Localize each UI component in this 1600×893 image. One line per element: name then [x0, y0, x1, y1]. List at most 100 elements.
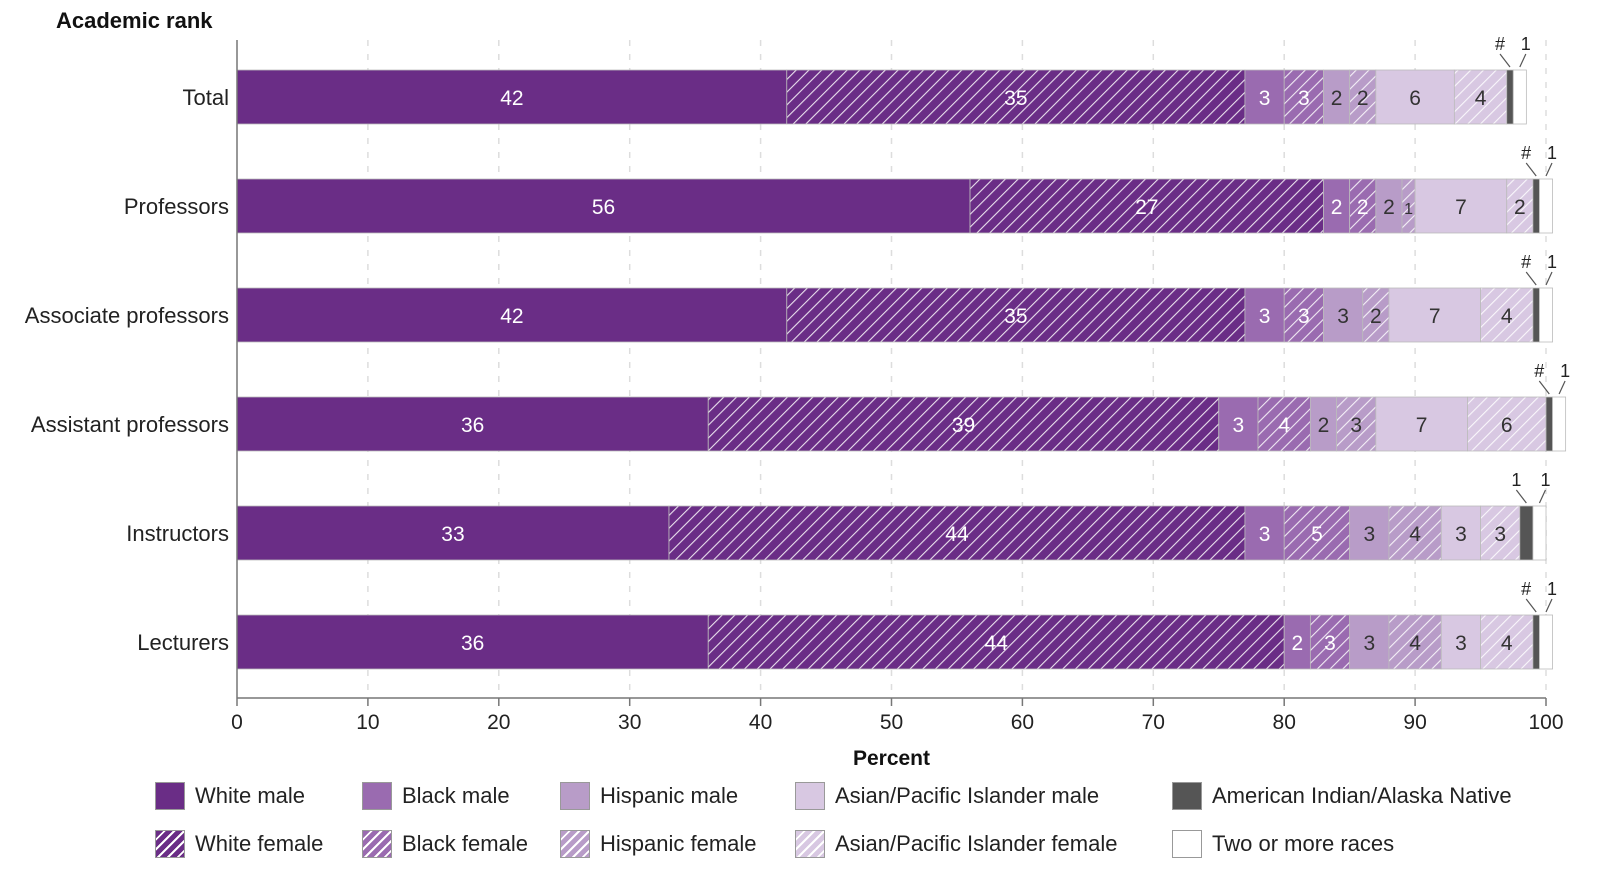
data-label: 3: [1324, 632, 1336, 655]
data-label: 1: [1547, 252, 1557, 272]
category-label: Instructors: [126, 521, 229, 546]
label-arrow: [1519, 53, 1527, 68]
data-label: 36: [461, 632, 484, 655]
bar-segment: [1440, 505, 1481, 561]
data-label: #: [1521, 252, 1531, 272]
data-label: 4: [1475, 87, 1487, 110]
label-arrow: [1538, 489, 1546, 504]
label-arrow: [1515, 489, 1527, 504]
data-label: 2: [1331, 196, 1343, 219]
x-tick-label: 90: [1403, 711, 1426, 734]
bars-layer: 42 35 3 3 2 2 6 4# 156 27 2 2 2 1 7 2# 142 35 3 3 3 2 7 4# 136 39…: [236, 34, 1570, 670]
bar-segment: [786, 287, 1246, 343]
x-tick-label: 0: [231, 711, 243, 734]
bar-segment: [1375, 69, 1455, 125]
data-label: 44: [945, 523, 969, 546]
bar-segment: [1552, 396, 1567, 452]
bar-segment: [1244, 505, 1285, 561]
bar-segment: [236, 178, 971, 234]
bar-segment: [1539, 614, 1553, 670]
data-label: 3: [1298, 305, 1310, 328]
data-label: 4: [1409, 632, 1421, 655]
x-tick-label: 10: [356, 711, 379, 734]
data-label: 1: [1521, 34, 1531, 54]
bar-segment: [1453, 69, 1508, 125]
data-label: 2: [1318, 414, 1330, 437]
bar-segment: [1519, 505, 1534, 561]
data-label: 3: [1298, 87, 1310, 110]
x-tick-label: 30: [618, 711, 641, 734]
data-label: #: [1521, 579, 1531, 599]
bar-segment: [1323, 69, 1351, 125]
data-label: 3: [1259, 87, 1271, 110]
bar-segment: [1512, 69, 1527, 125]
bar-segment: [1532, 287, 1540, 343]
y-axis-title: Academic rank: [56, 8, 213, 33]
bar-segment: [707, 614, 1285, 670]
data-label: 3: [1363, 523, 1375, 546]
bar-segment: [1467, 396, 1547, 452]
data-label: 7: [1455, 196, 1467, 219]
bar-segment: [1375, 178, 1403, 234]
bar-segment: [707, 396, 1220, 452]
data-label: 2: [1357, 87, 1369, 110]
data-label: 3: [1363, 632, 1375, 655]
bar-segment: [1545, 396, 1553, 452]
data-label: 33: [441, 523, 464, 546]
bar-segment: [1218, 396, 1259, 452]
data-label: 1: [1547, 579, 1557, 599]
label-arrow: [1545, 271, 1553, 286]
label-arrow: [1525, 598, 1537, 613]
grid-layer: [367, 40, 1547, 698]
x-axis-title: Percent: [853, 747, 930, 770]
bar-segment: [1349, 69, 1377, 125]
bar-segment: [1480, 287, 1534, 343]
data-label: 6: [1409, 87, 1421, 110]
data-label: 2: [1331, 87, 1343, 110]
data-label: 1: [1511, 470, 1521, 490]
bar-segment: [1349, 614, 1390, 670]
bar-segment: [1375, 396, 1468, 452]
x-tick-label: 80: [1273, 711, 1296, 734]
data-label: 4: [1409, 523, 1421, 546]
data-label: 7: [1416, 414, 1428, 437]
data-label: 39: [952, 414, 975, 437]
data-label: 42: [500, 305, 523, 328]
bar-segment: [1414, 178, 1508, 234]
bar-segment: [1532, 505, 1547, 561]
label-arrow: [1499, 53, 1511, 68]
bar-segment: [1283, 505, 1351, 561]
label-arrow: [1525, 271, 1537, 286]
bar-segment: [236, 69, 788, 125]
data-label: 4: [1501, 305, 1513, 328]
data-label: 3: [1350, 414, 1362, 437]
bar-segment: [1532, 178, 1540, 234]
data-label: 36: [461, 414, 484, 437]
bar-segment: [1480, 614, 1534, 670]
data-label: 35: [1004, 305, 1027, 328]
label-arrow: [1525, 162, 1537, 177]
data-label: 3: [1259, 523, 1271, 546]
data-label: 44: [985, 632, 1009, 655]
category-label: Assistant professors: [31, 412, 229, 437]
data-label: #: [1495, 34, 1505, 54]
bar-segment: [1283, 69, 1324, 125]
data-label: 3: [1455, 632, 1467, 655]
bar-segment: [1532, 614, 1540, 670]
data-label: 3: [1494, 523, 1506, 546]
data-label: #: [1534, 361, 1544, 381]
bar-segment: [1283, 287, 1324, 343]
data-label: 2: [1370, 305, 1382, 328]
data-label: 1: [1404, 201, 1413, 218]
x-tick-label: 40: [749, 711, 772, 734]
data-label: 4: [1278, 414, 1290, 437]
bar-segment: [1480, 505, 1521, 561]
x-tick-label: 20: [487, 711, 510, 734]
data-label: 2: [1514, 196, 1526, 219]
label-arrow: [1545, 162, 1553, 177]
data-label: #: [1521, 143, 1531, 163]
x-tick-label: 70: [1142, 711, 1165, 734]
axis-layer: Total Professors Associate professors Assis…: [25, 40, 1564, 770]
data-label: 1: [1560, 361, 1570, 381]
bar-segment: [1244, 69, 1285, 125]
